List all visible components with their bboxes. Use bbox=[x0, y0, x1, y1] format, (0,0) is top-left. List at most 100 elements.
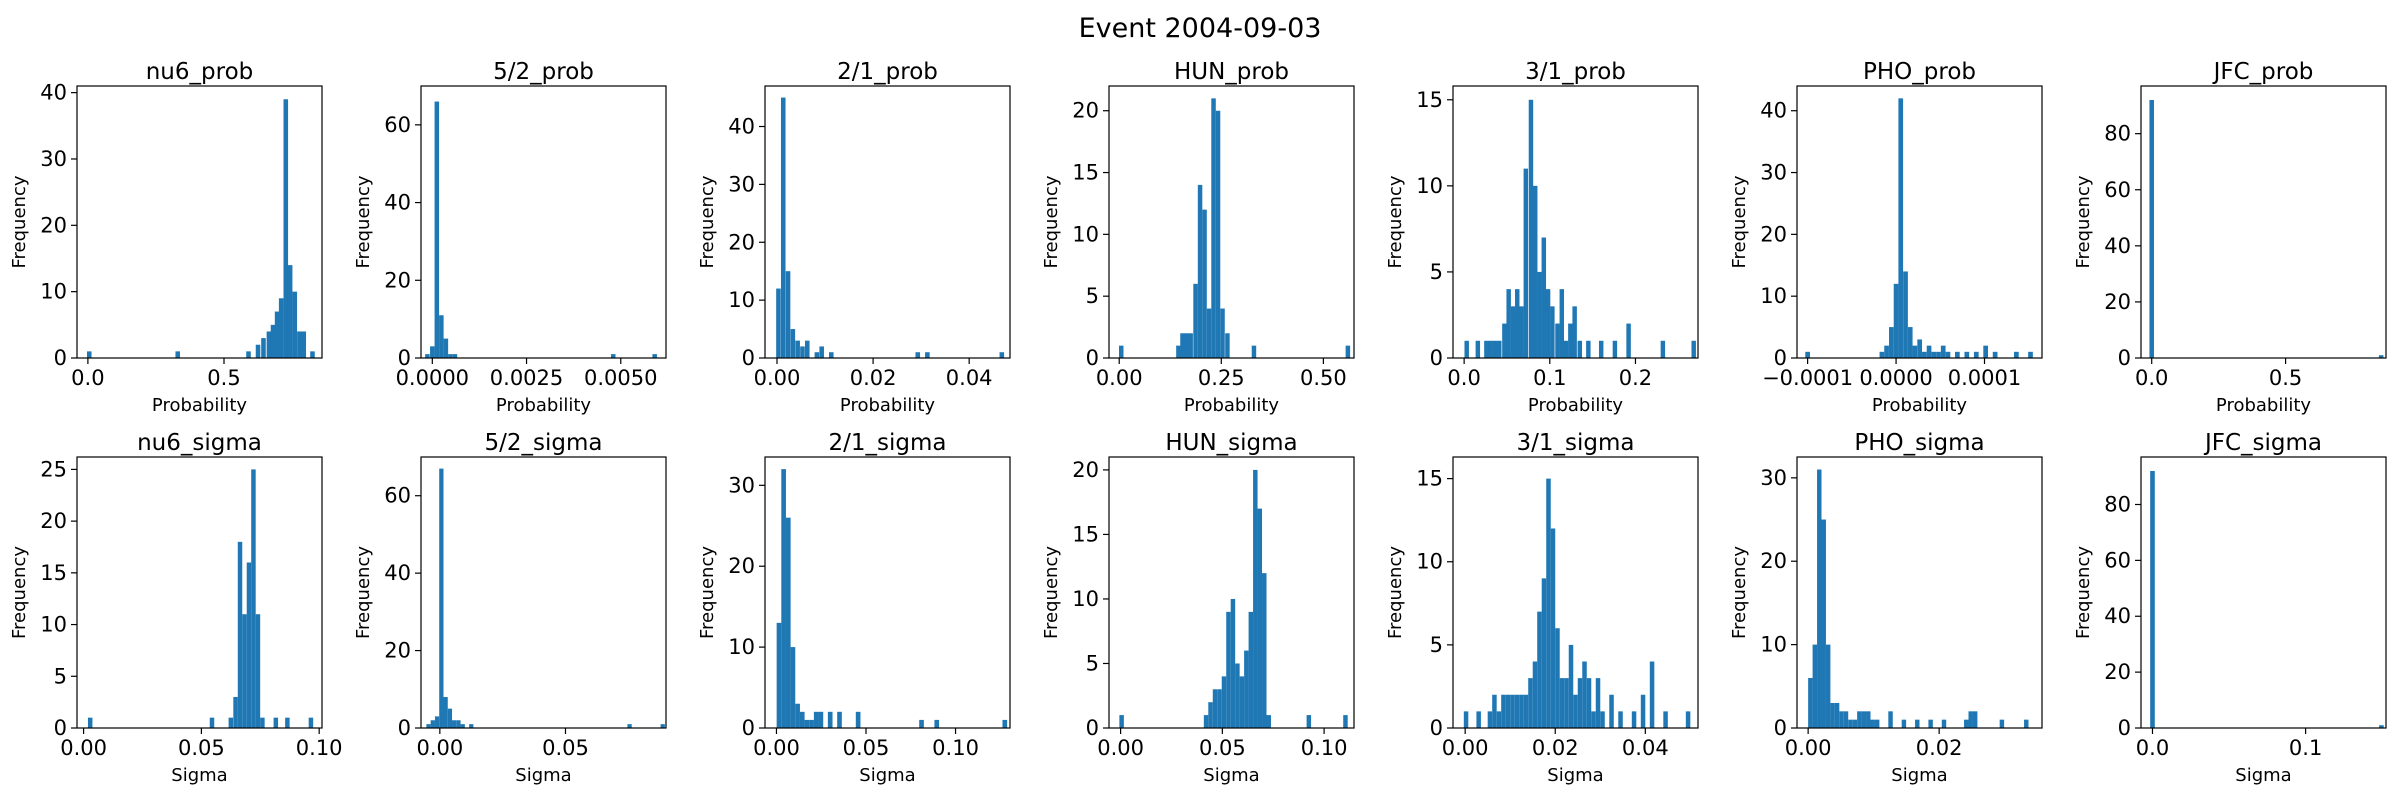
histogram-bar bbox=[1502, 323, 1507, 358]
histogram-bar bbox=[278, 298, 284, 358]
histogram-bar bbox=[301, 331, 307, 358]
histogram-bar bbox=[1888, 711, 1893, 728]
histogram-bar bbox=[237, 541, 243, 728]
y-tick-label: 10 bbox=[1760, 284, 1787, 308]
x-tick-label: 0.02 bbox=[1916, 736, 1963, 760]
y-tick-label: 5 bbox=[1430, 633, 1443, 657]
y-tick-label: 20 bbox=[384, 268, 411, 292]
axes-frame bbox=[76, 456, 323, 729]
histogram-bar bbox=[1848, 719, 1853, 728]
histogram-bar bbox=[1663, 711, 1668, 728]
histogram-bar bbox=[1907, 327, 1913, 358]
x-tick-label: 0.5 bbox=[2269, 366, 2302, 390]
histogram-bar bbox=[1573, 694, 1578, 728]
histogram-bar bbox=[1484, 340, 1489, 358]
panel-title: HUN_prob bbox=[1174, 59, 1289, 85]
histogram-bar bbox=[790, 647, 796, 728]
histogram-bar bbox=[1519, 694, 1524, 728]
histogram-bar bbox=[1505, 694, 1511, 728]
histogram-bar bbox=[1577, 678, 1583, 728]
y-tick-label: 0 bbox=[742, 716, 755, 740]
x-tick-label: 0.5 bbox=[207, 366, 240, 390]
histogram-bar bbox=[1559, 289, 1565, 358]
histogram-bar bbox=[1821, 519, 1826, 728]
histogram-bar bbox=[273, 717, 279, 728]
y-axis-label: Frequency bbox=[1385, 546, 1406, 639]
histogram-bar bbox=[310, 351, 315, 358]
y-tick-label: 40 bbox=[2104, 604, 2131, 628]
histogram-bar bbox=[439, 468, 444, 728]
histogram-bar bbox=[1257, 508, 1263, 728]
histogram-bar bbox=[1463, 711, 1469, 728]
histogram-bar bbox=[1550, 528, 1556, 728]
histogram-bar bbox=[1545, 289, 1551, 358]
histogram-bar bbox=[1555, 628, 1560, 728]
histogram-bar bbox=[1609, 694, 1614, 728]
histogram-bar bbox=[785, 271, 791, 358]
histogram-bar bbox=[1825, 644, 1831, 728]
histogram-bar bbox=[460, 724, 465, 728]
histogram-bar bbox=[1600, 711, 1605, 728]
y-tick-label: 10 bbox=[1416, 174, 1443, 198]
histogram-bar bbox=[270, 324, 276, 358]
histogram-panel-nu6_sigma: 0.00 0.05 0.10 0 5 10 15 20 25 nu6_sigma Sigma Freq… bbox=[9, 430, 343, 786]
histogram-bar bbox=[443, 697, 448, 728]
histogram-bar bbox=[2150, 470, 2155, 728]
histogram-bar bbox=[1870, 719, 1875, 728]
y-tick-label: 80 bbox=[2104, 122, 2131, 146]
histogram-bar bbox=[1541, 578, 1547, 728]
histogram-bar bbox=[1631, 711, 1637, 728]
histogram-bar bbox=[809, 719, 814, 728]
histogram-bar bbox=[1528, 678, 1533, 728]
histogram-bar bbox=[1839, 711, 1844, 728]
y-axis-label: Frequency bbox=[9, 546, 30, 639]
histogram-bar bbox=[1817, 469, 1822, 728]
x-axis-label: Probability bbox=[2216, 395, 2311, 416]
histogram-bar bbox=[804, 719, 810, 728]
x-tick-label: 0.00 bbox=[1096, 366, 1143, 390]
histogram-panel-JFC_sigma: 0.0 0.1 0 20 40 60 80 JFC_sigma Sigma Frequency bbox=[2073, 430, 2387, 786]
histogram-bar bbox=[1640, 694, 1646, 728]
histogram-bar bbox=[1497, 340, 1502, 358]
histogram-panel-5-2_sigma: 0.00 0.05 0 20 40 60 5/2_sigma Sigma Frequency bbox=[353, 430, 667, 786]
histogram-bar bbox=[1180, 333, 1185, 358]
histogram-bar bbox=[818, 711, 824, 728]
histogram-bar bbox=[452, 354, 458, 358]
histogram-bar bbox=[283, 99, 289, 359]
x-tick-label: 0.0000 bbox=[1859, 366, 1932, 390]
histogram-bar bbox=[790, 329, 796, 358]
y-tick-label: 20 bbox=[384, 639, 411, 663]
histogram-bar bbox=[1226, 611, 1231, 728]
x-tick-label: 0.05 bbox=[542, 736, 589, 760]
y-tick-label: 0 bbox=[1774, 346, 1787, 370]
x-tick-label: 0.00 bbox=[753, 736, 800, 760]
histogram-bar bbox=[1852, 719, 1858, 728]
x-axis-label: Probability bbox=[496, 395, 591, 416]
histogram-bar bbox=[260, 717, 265, 728]
histogram-bar bbox=[439, 315, 444, 358]
histogram-bar bbox=[1510, 694, 1515, 728]
histogram-bar bbox=[819, 346, 824, 358]
y-axis-label: Frequency bbox=[353, 175, 374, 268]
panel-title: PHO_prob bbox=[1863, 59, 1976, 85]
y-tick-label: 10 bbox=[1760, 633, 1787, 657]
panel-title: 3/1_sigma bbox=[1517, 430, 1635, 456]
x-axis-label: Probability bbox=[1528, 395, 1623, 416]
y-tick-label: 30 bbox=[728, 473, 755, 497]
histogram-bar bbox=[813, 711, 819, 728]
x-tick-label: 0.0 bbox=[2135, 366, 2168, 390]
histogram-bar bbox=[1582, 661, 1587, 728]
panel-title: JFC_prob bbox=[2212, 59, 2314, 85]
histogram-bar bbox=[86, 351, 92, 358]
histogram-bar bbox=[1926, 345, 1932, 358]
histogram-bar bbox=[1487, 711, 1493, 728]
y-tick-label: 5 bbox=[54, 664, 67, 688]
histogram-bar bbox=[1193, 283, 1198, 358]
histogram-bar bbox=[292, 291, 298, 358]
histogram-bar bbox=[430, 720, 435, 728]
histogram-bar bbox=[1964, 351, 1970, 358]
axes-frame bbox=[1452, 456, 1699, 729]
histogram-bar bbox=[915, 352, 921, 358]
histogram-bar bbox=[1488, 340, 1493, 358]
y-axis-label: Frequency bbox=[1041, 546, 1062, 639]
